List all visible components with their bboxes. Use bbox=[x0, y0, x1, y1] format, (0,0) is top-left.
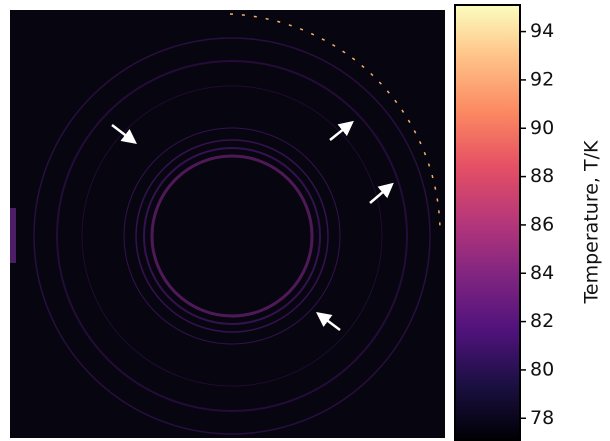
colorbar-tick-label: 78 bbox=[530, 407, 554, 429]
colorbar-tick-label: 88 bbox=[530, 165, 554, 187]
colorbar-tick-label: 86 bbox=[530, 213, 554, 235]
colorbar-tick-label: 94 bbox=[530, 20, 554, 42]
thermal-image bbox=[10, 10, 445, 438]
colorbar bbox=[454, 4, 521, 441]
colorbar-tick-label: 92 bbox=[530, 68, 554, 90]
colorbar-tick-label: 80 bbox=[530, 358, 554, 380]
colorbar-tick-label: 82 bbox=[530, 310, 554, 332]
colorbar-tick-label: 84 bbox=[530, 262, 554, 284]
colorbar-tick-label: 90 bbox=[530, 117, 554, 139]
colorbar-label: Temperature, T/K bbox=[581, 140, 603, 304]
